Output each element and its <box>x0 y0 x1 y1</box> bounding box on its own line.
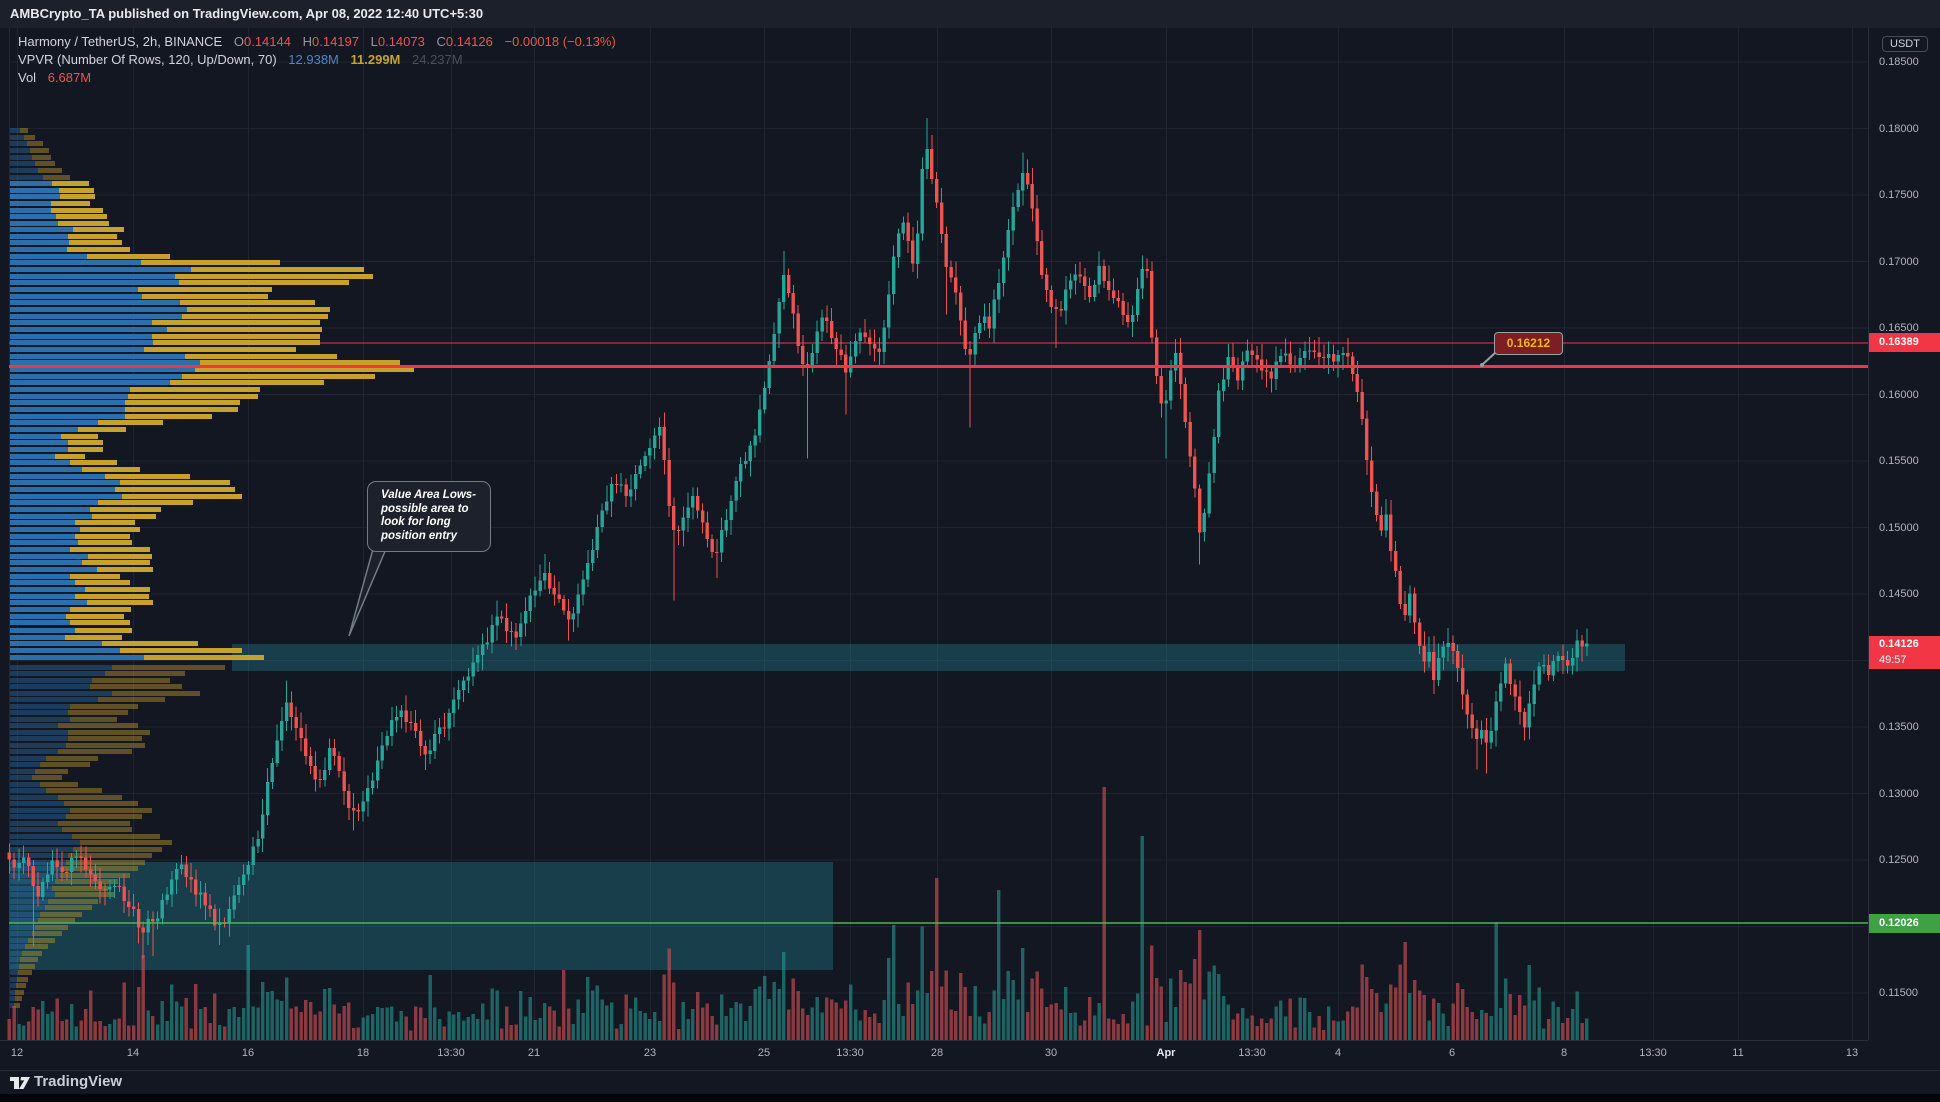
time-axis[interactable]: 12 14 16 18 13:30 21 23 25 13:30 28 30 Apr 13:30 4 6 8 1… <box>0 1040 1868 1071</box>
candlestick-series <box>7 118 1589 959</box>
price-tick: 0.11500 <box>1879 987 1918 999</box>
price-line-tooltip[interactable]: 0.16212 <box>1494 332 1563 355</box>
price-tick: 0.18500 <box>1879 56 1919 68</box>
support-price-badge: 0.12026 <box>1869 913 1940 933</box>
annotation-line: position entry <box>381 529 458 542</box>
annotation-line: Value Area Lows- <box>381 489 477 501</box>
highlight-zones[interactable] <box>9 644 1625 970</box>
legend-vpvr-row[interactable]: VPVR (Number Of Rows, 120, Up/Down, 70) … <box>18 51 616 69</box>
price-tick: 0.14500 <box>1879 588 1919 600</box>
price-axis[interactable]: USDT 0.18500 0.18000 0.17500 0.17000 0.16500… <box>1868 28 1940 1040</box>
time-tick: 18 <box>356 1047 370 1059</box>
time-tick: 13:30 <box>437 1047 465 1059</box>
time-tick-month: Apr <box>1156 1047 1176 1059</box>
time-tick: 8 <box>1560 1047 1568 1059</box>
annotation-balloon[interactable]: Value Area Lows- possible area to look f… <box>367 481 491 552</box>
price-tick: 0.18000 <box>1879 122 1919 135</box>
time-tick: 28 <box>930 1047 944 1059</box>
ohlc-low-label: L <box>370 34 378 49</box>
vpvr-title: VPVR (Number Of Rows, 120, Up/Down, 70) <box>18 52 277 67</box>
vpvr-total-volume: 24.237M <box>412 52 463 67</box>
publish-topbar: AMBCrypto_TA published on TradingView.co… <box>0 0 1940 28</box>
tradingview-logo-icon[interactable] <box>9 1075 31 1091</box>
bottom-black-bar <box>0 1094 1940 1102</box>
time-tick: 13 <box>1845 1047 1859 1059</box>
annotation-line: possible area to <box>381 502 469 515</box>
time-tick: 25 <box>757 1047 771 1059</box>
vol-title: Vol <box>18 70 37 85</box>
time-tick: 13:30 <box>1639 1047 1667 1059</box>
ohlc-close-label: C <box>436 34 446 49</box>
price-tick: 0.17500 <box>1879 189 1919 201</box>
legend: Harmony / TetherUS, 2h, BINANCE O0.14144… <box>18 33 616 87</box>
time-tick: 11 <box>1732 1047 1744 1059</box>
time-tick: 30 <box>1044 1047 1058 1059</box>
price-tick: 0.15000 <box>1879 521 1919 534</box>
price-tick: 0.16500 <box>1879 322 1919 334</box>
price-tick: 0.12500 <box>1879 854 1919 866</box>
time-tick: 12 <box>10 1047 24 1059</box>
legend-symbol-row[interactable]: Harmony / TetherUS, 2h, BINANCE O0.14144… <box>18 33 616 51</box>
time-tick: 14 <box>126 1047 140 1059</box>
last-price-value: 0.14126 <box>1879 637 1919 650</box>
price-tick: 0.15500 <box>1879 455 1919 467</box>
demand-box[interactable] <box>9 862 833 970</box>
vpvr-down-volume: 11.299M <box>350 52 401 67</box>
time-tick: 6 <box>1448 1047 1456 1059</box>
time-tick: 13:30 <box>836 1047 864 1059</box>
vol-value: 6.687M <box>47 70 92 85</box>
ohlc-low-value: 0.14073 <box>377 34 425 49</box>
time-tick: 4 <box>1334 1047 1342 1059</box>
publish-text: AMBCrypto_TA published on TradingView.co… <box>10 6 484 21</box>
level-lines[interactable] <box>9 365 1868 924</box>
legend-volume-row[interactable]: Vol 6.687M <box>18 69 616 87</box>
value-area-low-band[interactable] <box>232 644 1625 671</box>
last-price-badge: 0.14126 49:57 <box>1869 635 1940 669</box>
change-value: −0.00018 (−0.13%) <box>504 34 616 49</box>
time-tick: 23 <box>643 1047 657 1059</box>
price-tick: 0.13500 <box>1879 721 1919 733</box>
ohlc-close-value: 0.14126 <box>445 34 493 49</box>
vpvr-profile <box>10 128 414 1008</box>
time-tick: 21 <box>527 1047 541 1059</box>
price-tick: 0.17000 <box>1879 255 1919 268</box>
price-tick: 0.13000 <box>1879 787 1919 800</box>
ohlc-high-value: 0.14197 <box>312 34 359 49</box>
currency-pill[interactable]: USDT <box>1882 36 1928 52</box>
tradingview-logo-text[interactable]: TradingView <box>34 1073 123 1090</box>
vpvr-up-volume: 12.938M <box>288 52 339 67</box>
ohlc-high-label: H <box>302 34 312 49</box>
time-tick: 16 <box>241 1047 255 1059</box>
brand-strip: TradingView <box>0 1070 1940 1095</box>
price-tick: 0.16000 <box>1879 388 1919 401</box>
bar-countdown: 49:57 <box>1879 653 1907 666</box>
time-tick: 13:30 <box>1238 1047 1266 1059</box>
ohlc-open-label: O <box>233 34 244 49</box>
axis-corner <box>1868 1040 1940 1070</box>
ohlc-open-value: 0.14144 <box>243 34 291 49</box>
resistance-price-badge: 0.16389 <box>1869 333 1940 353</box>
symbol-title: Harmony / TetherUS, 2h, BINANCE <box>18 34 223 49</box>
annotation-line: look for long <box>381 516 451 528</box>
